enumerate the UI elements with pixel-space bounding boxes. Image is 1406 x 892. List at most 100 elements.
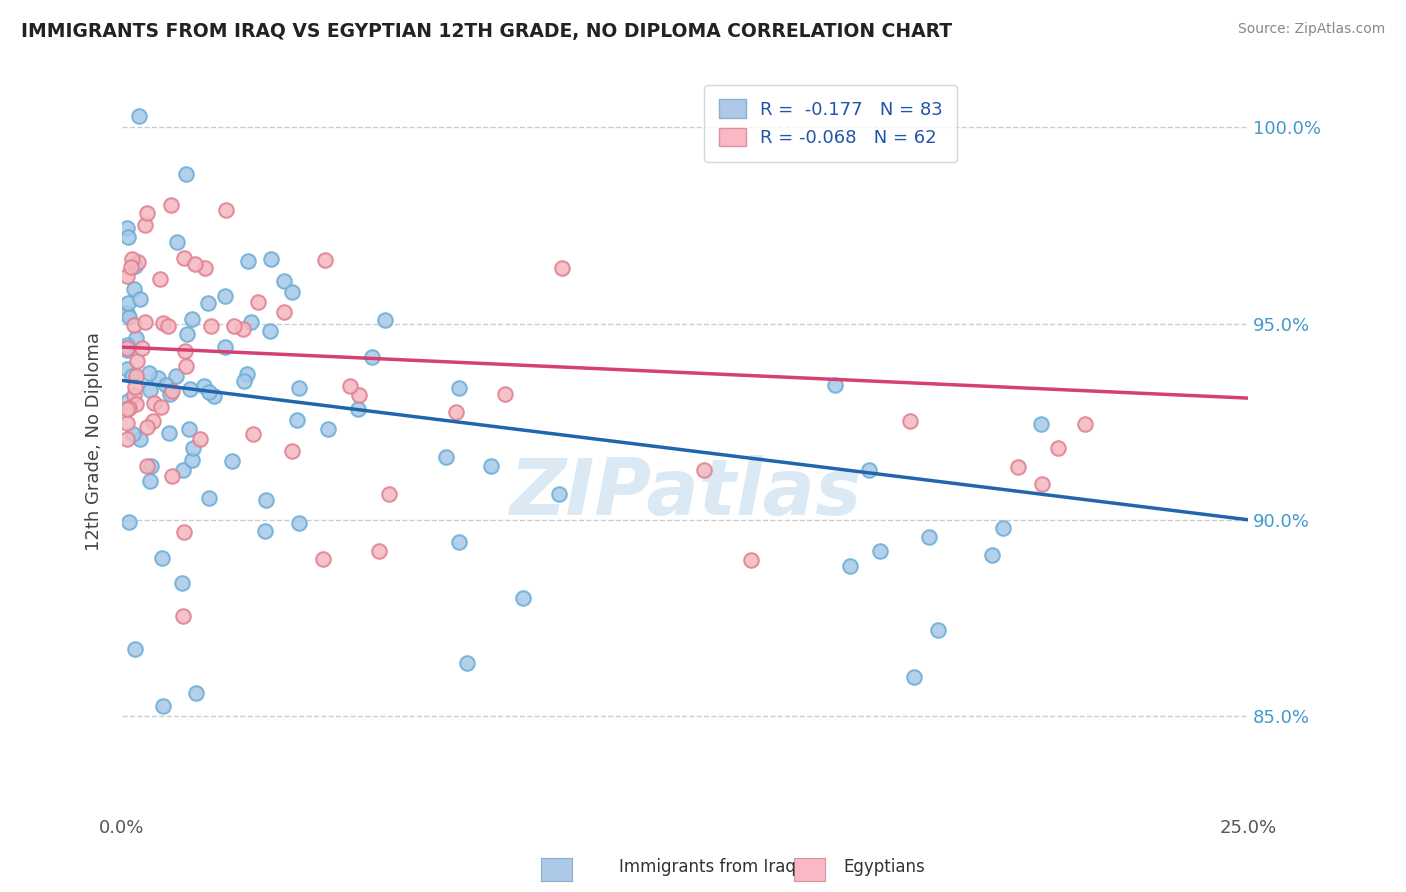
Point <box>1047 441 1070 455</box>
Point <box>121 369 143 384</box>
Point <box>456 656 478 670</box>
Point <box>128 293 150 307</box>
Point <box>740 553 762 567</box>
Point <box>174 359 197 374</box>
Point <box>177 421 200 435</box>
Point <box>135 206 157 220</box>
Point <box>172 463 194 477</box>
Point <box>898 414 921 428</box>
Point <box>128 109 150 123</box>
Point <box>312 552 335 566</box>
Point <box>150 401 173 415</box>
Point <box>281 285 304 299</box>
Point <box>115 343 138 358</box>
Point <box>118 515 141 529</box>
Point <box>142 396 165 410</box>
Point <box>273 305 295 319</box>
Point <box>240 315 263 329</box>
Point <box>122 318 145 333</box>
Point <box>221 454 243 468</box>
Point <box>236 367 259 381</box>
Point <box>115 341 138 355</box>
Point <box>142 414 165 428</box>
Point <box>1074 417 1097 431</box>
Point <box>160 384 183 398</box>
Point <box>117 394 139 409</box>
Point <box>115 433 138 447</box>
Point <box>246 294 269 309</box>
Text: Egyptians: Egyptians <box>844 858 925 876</box>
Point <box>316 422 339 436</box>
Point <box>1029 417 1052 431</box>
Point <box>179 382 201 396</box>
Point <box>193 379 215 393</box>
Point <box>202 389 225 403</box>
Point <box>1031 477 1053 491</box>
Point <box>236 254 259 268</box>
Point <box>159 387 181 401</box>
Point <box>149 271 172 285</box>
Point <box>139 474 162 488</box>
Point <box>242 427 264 442</box>
Point <box>184 686 207 700</box>
Point <box>135 459 157 474</box>
Point <box>138 366 160 380</box>
Point <box>494 387 516 401</box>
Point <box>198 385 221 400</box>
Point <box>184 257 207 271</box>
Point <box>134 218 156 232</box>
Point <box>858 463 880 477</box>
Point <box>839 559 862 574</box>
Point <box>314 253 336 268</box>
Point <box>115 306 138 320</box>
Point <box>232 374 254 388</box>
Point <box>122 427 145 442</box>
Point <box>693 463 716 477</box>
Point <box>174 343 197 358</box>
Point <box>980 548 1002 562</box>
Point <box>200 319 222 334</box>
Point <box>124 260 146 274</box>
Point <box>152 316 174 330</box>
Point <box>214 289 236 303</box>
Point <box>1007 460 1029 475</box>
Point <box>173 251 195 265</box>
Point <box>367 544 389 558</box>
Point <box>152 699 174 714</box>
Text: Immigrants from Iraq: Immigrants from Iraq <box>619 858 796 876</box>
Point <box>118 310 141 324</box>
Point <box>361 351 384 365</box>
Point <box>903 670 925 684</box>
Point <box>180 312 202 326</box>
Legend: R =  -0.177   N = 83, R = -0.068   N = 62: R = -0.177 N = 83, R = -0.068 N = 62 <box>704 85 957 161</box>
Point <box>222 318 245 333</box>
Point <box>449 381 471 395</box>
Point <box>165 369 187 384</box>
Point <box>166 235 188 250</box>
Point <box>254 493 277 508</box>
Point <box>259 252 281 266</box>
Y-axis label: 12th Grade, No Diploma: 12th Grade, No Diploma <box>86 332 103 550</box>
Point <box>374 313 396 327</box>
Point <box>157 425 180 440</box>
Point <box>548 486 571 500</box>
Point <box>176 327 198 342</box>
Point <box>124 397 146 411</box>
Point <box>993 521 1015 535</box>
Point <box>125 331 148 345</box>
Point <box>127 354 149 368</box>
Point <box>124 379 146 393</box>
Point <box>146 371 169 385</box>
Point <box>122 281 145 295</box>
Point <box>120 260 142 275</box>
Point <box>115 338 138 352</box>
Point <box>215 202 238 217</box>
Point <box>150 550 173 565</box>
Point <box>115 362 138 376</box>
Point <box>136 419 159 434</box>
Point <box>254 524 277 539</box>
Point <box>449 534 471 549</box>
Point <box>551 261 574 276</box>
Point <box>188 432 211 446</box>
Point <box>117 296 139 310</box>
